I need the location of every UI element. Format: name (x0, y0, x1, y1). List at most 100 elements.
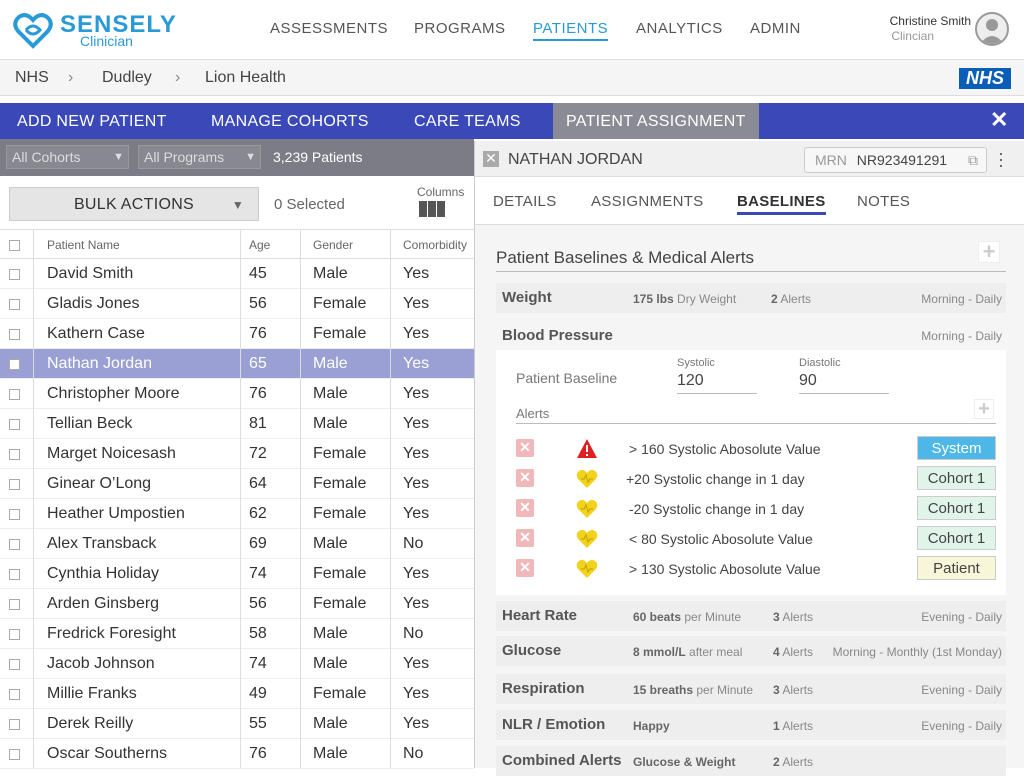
nav-patients[interactable]: PATIENTS (533, 20, 609, 41)
baseline-row-heart-rate[interactable]: Heart Rate 60 beats per Minute 3 Alerts … (496, 601, 1006, 631)
baseline-row-respiration[interactable]: Respiration 15 breaths per Minute 3 Aler… (496, 674, 1006, 704)
row-checkbox[interactable] (9, 269, 20, 280)
tab-details[interactable]: DETAILS (493, 193, 557, 210)
table-row[interactable]: Oscar Southerns 76 Male No (0, 739, 474, 769)
cell-age: 76 (249, 385, 267, 402)
row-checkbox[interactable] (9, 449, 20, 460)
external-link-icon[interactable]: ⧉ (968, 152, 978, 168)
nav-programs[interactable]: PROGRAMS (414, 20, 506, 37)
remove-alert-icon[interactable]: ✕ (516, 469, 534, 487)
programs-select[interactable]: All Programs ▼ (138, 145, 261, 169)
select-all-checkbox[interactable] (9, 240, 20, 251)
alert-source-badge[interactable]: Cohort 1 (917, 496, 996, 520)
more-options-icon[interactable]: · · · (998, 143, 1004, 175)
cell-gender: Female (313, 685, 367, 702)
cell-patient-name: Gladis Jones (47, 295, 140, 312)
baseline-row-blood-pressure[interactable]: Blood Pressure Morning - Daily (496, 320, 1006, 350)
header-age[interactable]: Age (249, 238, 271, 252)
close-icon[interactable]: ✕ (990, 107, 1009, 132)
remove-alert-icon[interactable]: ✕ (516, 439, 534, 457)
baseline-schedule: Evening - Daily (921, 719, 1002, 733)
cell-gender: Female (313, 295, 367, 312)
table-row[interactable]: Fredrick Foresight 58 Male No (0, 619, 474, 649)
row-checkbox[interactable] (9, 329, 20, 340)
breadcrumb-lion-health[interactable]: Lion Health (205, 69, 286, 86)
tab-manage-cohorts[interactable]: MANAGE COHORTS (211, 113, 369, 130)
row-checkbox[interactable] (9, 689, 20, 700)
row-checkbox[interactable] (9, 719, 20, 730)
column-divider (390, 229, 391, 768)
alert-source-badge[interactable]: Cohort 1 (917, 526, 996, 550)
bulk-actions-button[interactable]: BULK ACTIONS ▼ (9, 187, 259, 221)
systolic-input[interactable]: 120 (677, 372, 757, 394)
tab-care-teams[interactable]: CARE TEAMS (414, 113, 521, 130)
row-checkbox[interactable] (9, 299, 20, 310)
baseline-schedule: Morning - Daily (921, 292, 1002, 306)
cohorts-select[interactable]: All Cohorts ▼ (6, 145, 129, 169)
alert-source-badge[interactable]: System (917, 436, 996, 460)
columns-icon[interactable] (419, 201, 447, 217)
alert-source-badge[interactable]: Patient (917, 556, 996, 580)
row-checkbox[interactable] (9, 359, 20, 370)
cell-age: 58 (249, 625, 267, 642)
baseline-row-glucose[interactable]: Glucose 8 mmol/L after meal 4 Alerts Mor… (496, 636, 1006, 666)
tab-assignments[interactable]: ASSIGNMENTS (591, 193, 704, 210)
table-row[interactable]: Tellian Beck 81 Male Yes (0, 409, 474, 439)
row-checkbox[interactable] (9, 419, 20, 430)
tab-notes[interactable]: NOTES (857, 193, 911, 210)
table-row[interactable]: David Smith 45 Male Yes (0, 259, 474, 289)
diastolic-input[interactable]: 90 (799, 372, 889, 394)
table-row[interactable]: Kathern Case 76 Female Yes (0, 319, 474, 349)
baseline-schedule: Morning - Monthly (1st Monday) (832, 645, 1002, 659)
add-alert-icon[interactable]: + (974, 399, 994, 419)
bulk-actions-label: BULK ACTIONS (73, 196, 195, 213)
close-icon[interactable]: ✕ (483, 151, 499, 167)
row-checkbox[interactable] (9, 389, 20, 400)
mrn-field[interactable]: MRN NR923491291 ⧉ (804, 147, 987, 173)
row-checkbox[interactable] (9, 659, 20, 670)
table-row[interactable]: Millie Franks 49 Female Yes (0, 679, 474, 709)
table-row[interactable]: Gladis Jones 56 Female Yes (0, 289, 474, 319)
nav-admin[interactable]: ADMIN (750, 20, 801, 37)
nav-analytics[interactable]: ANALYTICS (636, 20, 723, 37)
table-row[interactable]: Derek Reilly 55 Male Yes (0, 709, 474, 739)
nav-assessments[interactable]: ASSESSMENTS (270, 20, 389, 37)
avatar[interactable] (975, 12, 1009, 46)
remove-alert-icon[interactable]: ✕ (516, 529, 534, 547)
baseline-value: 60 beats per Minute (633, 610, 742, 624)
add-baseline-icon[interactable]: + (978, 241, 1000, 263)
breadcrumb-nhs[interactable]: NHS (15, 69, 49, 86)
row-checkbox[interactable] (9, 599, 20, 610)
chevron-right-icon: › (175, 69, 181, 86)
row-checkbox[interactable] (9, 629, 20, 640)
header-patient-name[interactable]: Patient Name (47, 238, 120, 252)
header-comorbidity[interactable]: Comorbidity (403, 238, 468, 252)
cell-age: 72 (249, 445, 267, 462)
row-checkbox[interactable] (9, 509, 20, 520)
baseline-row-combined-alerts[interactable]: Combined Alerts Glucose & Weight 2 Alert… (496, 746, 1006, 776)
row-checkbox[interactable] (9, 569, 20, 580)
tab-add-new-patient[interactable]: ADD NEW PATIENT (17, 113, 167, 130)
table-row[interactable]: Heather Umpostien 62 Female Yes (0, 499, 474, 529)
baseline-row-weight[interactable]: Weight 175 lbs Dry Weight 2 Alerts Morni… (496, 283, 1006, 313)
header-gender[interactable]: Gender (313, 238, 354, 252)
row-checkbox[interactable] (9, 539, 20, 550)
table-row[interactable]: Alex Transback 69 Male No (0, 529, 474, 559)
baseline-row-nlr-emotion[interactable]: NLR / Emotion Happy 1 Alerts Evening - D… (496, 710, 1006, 740)
table-row[interactable]: Cynthia Holiday 74 Female Yes (0, 559, 474, 589)
table-row[interactable]: Christopher Moore 76 Male Yes (0, 379, 474, 409)
breadcrumb-dudley[interactable]: Dudley (102, 69, 152, 86)
tab-patient-assignment[interactable]: PATIENT ASSIGNMENT (553, 103, 759, 139)
row-checkbox[interactable] (9, 479, 20, 490)
alert-source-badge[interactable]: Cohort 1 (917, 466, 996, 490)
row-checkbox[interactable] (9, 749, 20, 760)
remove-alert-icon[interactable]: ✕ (516, 559, 534, 577)
table-row[interactable]: Arden Ginsberg 56 Female Yes (0, 589, 474, 619)
remove-alert-icon[interactable]: ✕ (516, 499, 534, 517)
table-row[interactable]: Jacob Johnson 74 Male Yes (0, 649, 474, 679)
tab-baselines[interactable]: BASELINES (737, 193, 826, 215)
table-row[interactable]: Nathan Jordan 65 Male Yes (0, 349, 474, 379)
table-row[interactable]: Ginear O’Long 64 Female Yes (0, 469, 474, 499)
cell-patient-name: Nathan Jordan (47, 355, 152, 372)
table-row[interactable]: Marget Noicesash 72 Female Yes (0, 439, 474, 469)
